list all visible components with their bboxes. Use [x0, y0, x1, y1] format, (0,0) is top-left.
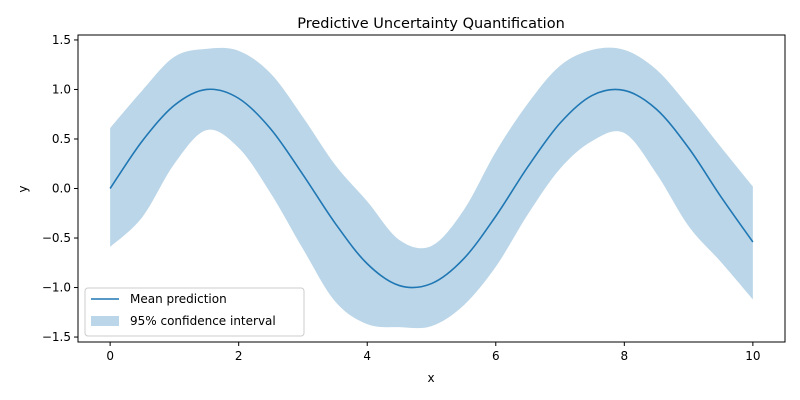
- x-tick-label: 4: [363, 349, 371, 363]
- y-tick-label: 1.5: [52, 33, 71, 47]
- y-axis-label: y: [16, 185, 30, 192]
- x-tick-label: 10: [745, 349, 760, 363]
- y-tick-label: 0.5: [52, 132, 71, 146]
- legend: Mean prediction 95% confidence interval: [84, 287, 305, 337]
- mean-prediction-line: [109, 88, 754, 289]
- y-tick-label: −1.5: [42, 330, 71, 344]
- confidence-band: [110, 47, 753, 329]
- legend-label-interval: 95% confidence interval: [130, 314, 276, 328]
- y-tick-label: 1.0: [52, 82, 71, 96]
- x-tick-label: 8: [620, 349, 628, 363]
- legend-box: [84, 287, 305, 337]
- x-axis-label: x: [427, 371, 434, 385]
- band-layer: [110, 47, 753, 329]
- y-tick-label: −0.5: [42, 231, 71, 245]
- x-axis: 0 2 4 6 8 10: [106, 342, 761, 363]
- legend-band-swatch: [91, 316, 119, 326]
- y-axis: −1.5 −1.0 −0.5 0.0 0.5 1.0 1.5: [42, 33, 78, 344]
- x-tick-label: 0: [106, 349, 114, 363]
- x-tick-label: 6: [492, 349, 500, 363]
- y-tick-label: −1.0: [42, 281, 71, 295]
- x-tick-label: 2: [235, 349, 243, 363]
- y-tick-label: 0.0: [52, 182, 71, 196]
- chart-title: Predictive Uncertainty Quantification: [297, 16, 565, 32]
- legend-label-mean: Mean prediction: [130, 292, 227, 306]
- line-layer: [109, 88, 754, 289]
